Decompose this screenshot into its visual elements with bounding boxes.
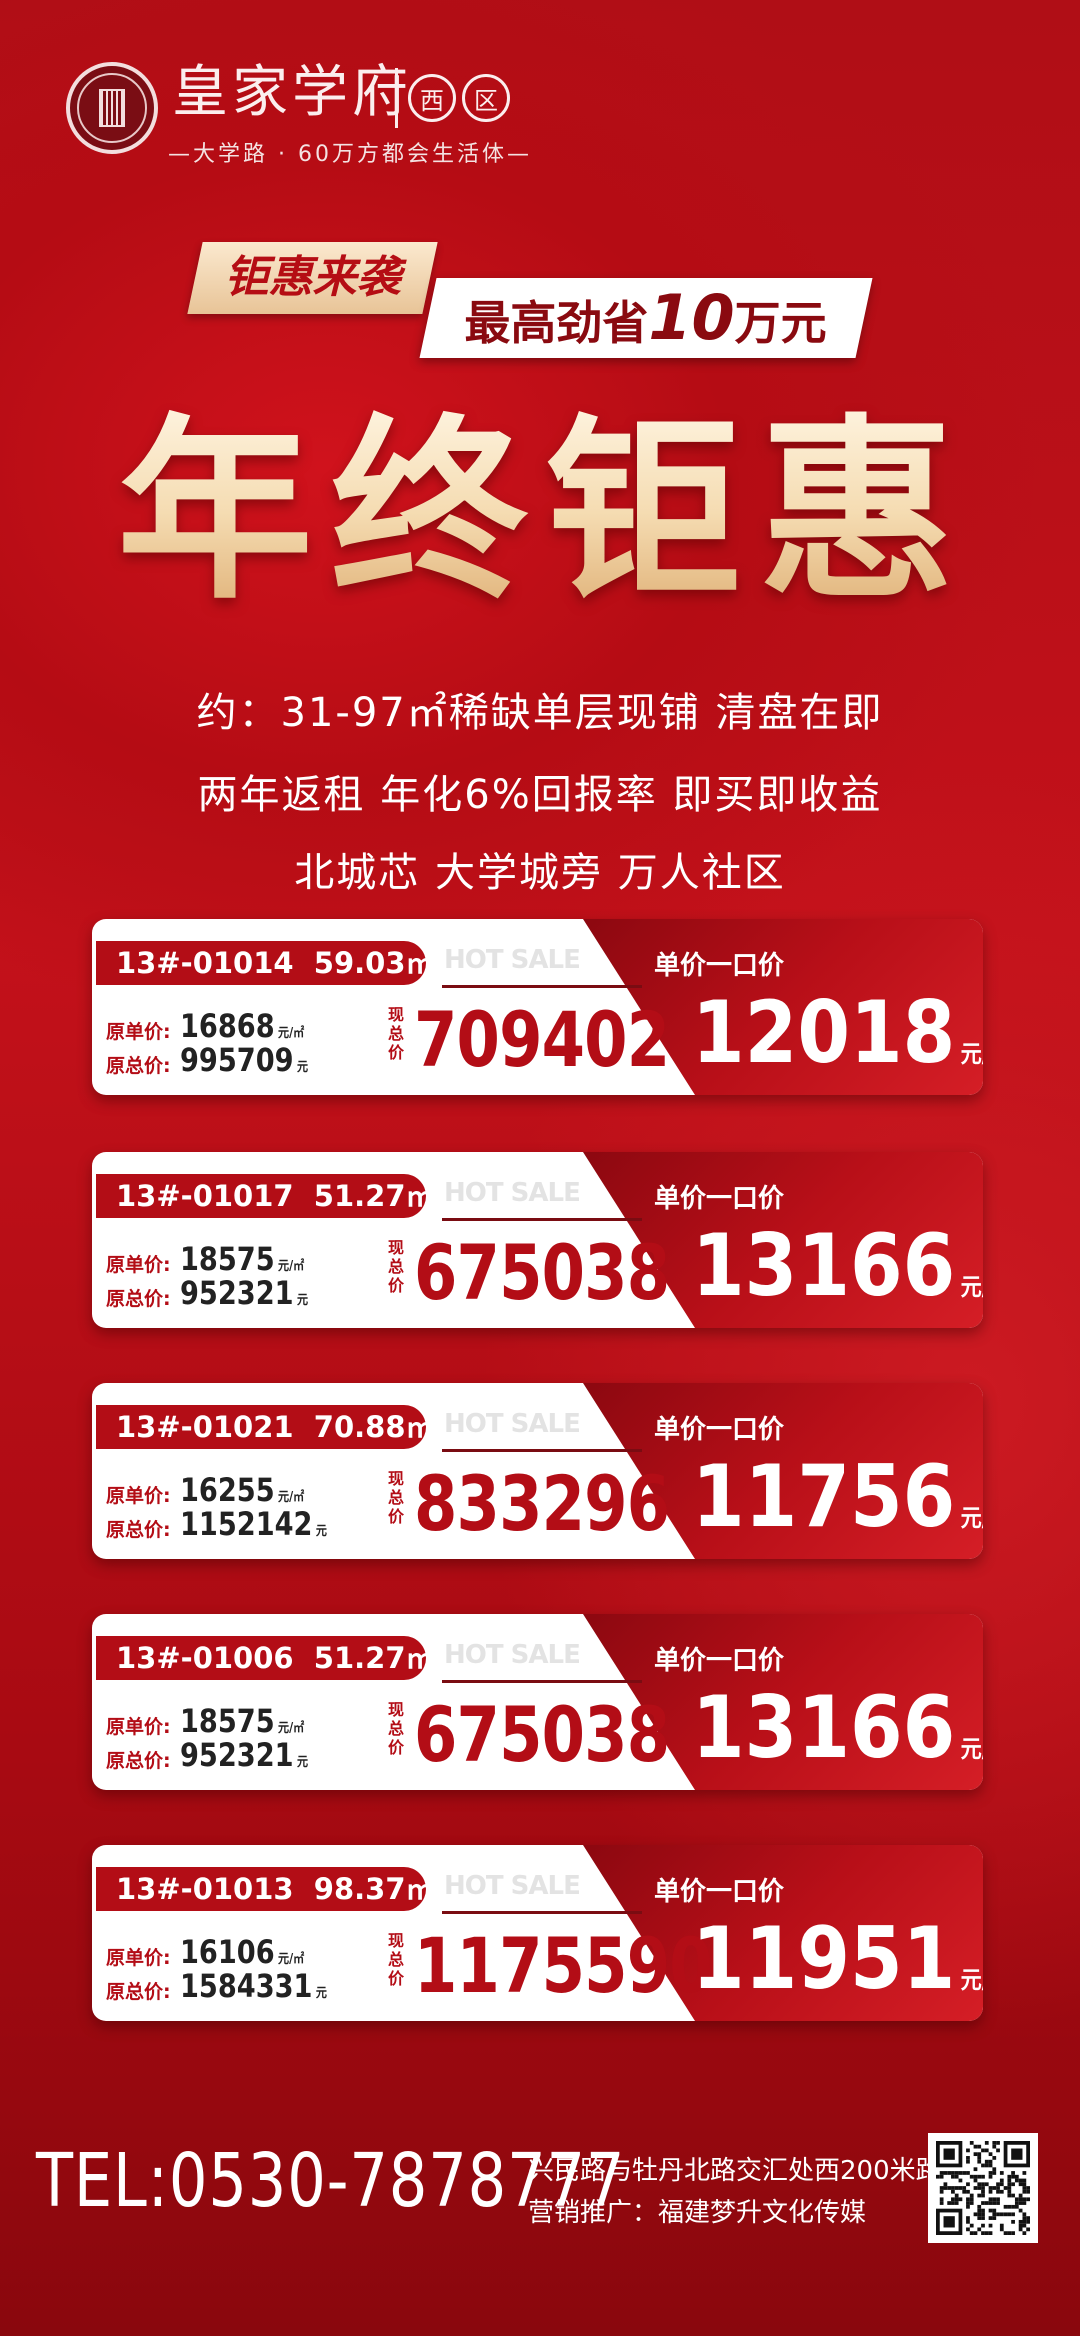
brand-name: 皇家学府	[172, 60, 412, 125]
feature-line-2: 两年返租 年化6%回报率 即买即收益	[197, 772, 883, 818]
orig-total-label: 原总价:	[106, 1055, 171, 1077]
unit-tag: 13#-01013 98.37㎡	[96, 1867, 435, 1911]
divider	[442, 985, 642, 988]
listing-card[interactable]: 13#-01017 51.27㎡ HOT SALE 原单价: 18575 元/㎡ …	[92, 1152, 983, 1328]
now-total: 1175590	[414, 1921, 713, 2010]
building-icon	[99, 89, 125, 127]
divider	[442, 1218, 642, 1221]
logo-emblem	[66, 62, 158, 154]
hot-sale-label: HOT SALE	[444, 1871, 581, 1901]
feature-line-3: 北城芯 大学城旁 万人社区	[294, 850, 786, 896]
listing-card[interactable]: 13#-01006 51.27㎡ HOT SALE 原单价: 18575 元/㎡ …	[92, 1614, 983, 1790]
unit-tag: 13#-01006 51.27㎡	[96, 1636, 435, 1680]
orig-unit-label: 原单价:	[106, 1254, 171, 1276]
slogan: —大学路 · 60万方都会生活体—	[168, 142, 532, 167]
price-label: 单价一口价	[654, 1415, 785, 1445]
divider	[442, 1680, 642, 1683]
orig-total-label: 原总价:	[106, 1981, 171, 2003]
orig-total: 952321 元	[180, 1736, 309, 1774]
price-label: 单价一口价	[654, 1877, 785, 1907]
seal-district: 区	[462, 74, 510, 122]
orig-unit-label: 原单价:	[106, 1021, 171, 1043]
now-total-label: 现总价	[388, 1238, 405, 1295]
now-total-label: 现总价	[388, 1005, 405, 1062]
orig-unit-price: 16106 元/㎡	[180, 1933, 305, 1971]
feature-line-1: 约：31-97㎡稀缺单层现铺 清盘在即	[196, 690, 884, 736]
promo-headline: 最高劲省10万元	[419, 278, 873, 358]
listing-card[interactable]: 13#-01013 98.37㎡ HOT SALE 原单价: 16106 元/㎡ …	[92, 1845, 983, 2021]
address: 兴民路与牡丹北路交汇处西200米路北	[528, 2156, 968, 2186]
orig-unit-label: 原单价:	[106, 1716, 171, 1738]
orig-total-label: 原总价:	[106, 1519, 171, 1541]
promo-tag: 钜惠来袭	[187, 242, 438, 314]
now-total: 675038	[414, 1228, 670, 1317]
orig-unit-label: 原单价:	[106, 1485, 171, 1507]
orig-unit-price: 16868 元/㎡	[180, 1007, 305, 1045]
now-total-label: 现总价	[388, 1931, 405, 1988]
seal-west: 西	[408, 74, 456, 122]
orig-total: 1584331 元	[180, 1967, 327, 2005]
orig-total-label: 原总价:	[106, 1288, 171, 1310]
divider	[442, 1449, 642, 1452]
listing-card[interactable]: 13#-01014 59.03㎡ HOT SALE 原单价: 16868 元/㎡ …	[92, 919, 983, 1095]
now-total: 833296	[414, 1459, 670, 1548]
qr-code[interactable]	[928, 2133, 1038, 2243]
divider	[395, 68, 398, 128]
divider	[442, 1911, 642, 1914]
unit-tag: 13#-01021 70.88㎡	[96, 1405, 435, 1449]
price-label: 单价一口价	[654, 951, 785, 981]
unit-tag: 13#-01017 51.27㎡	[96, 1174, 435, 1218]
hot-sale-label: HOT SALE	[444, 1409, 581, 1439]
price-label: 单价一口价	[654, 1646, 785, 1676]
hot-sale-label: HOT SALE	[444, 945, 581, 975]
now-total: 709402	[414, 995, 670, 1084]
now-total-label: 现总价	[388, 1469, 405, 1526]
main-title: 年终钜惠	[90, 392, 1000, 632]
orig-unit-price: 16255 元/㎡	[180, 1471, 305, 1509]
unit-tag: 13#-01014 59.03㎡	[96, 941, 435, 985]
hot-sale-label: HOT SALE	[444, 1640, 581, 1670]
orig-unit-label: 原单价:	[106, 1947, 171, 1969]
orig-unit-price: 18575 元/㎡	[180, 1240, 305, 1278]
hot-sale-label: HOT SALE	[444, 1178, 581, 1208]
price-label: 单价一口价	[654, 1184, 785, 1214]
now-total-label: 现总价	[388, 1700, 405, 1757]
orig-total: 1152142 元	[180, 1505, 327, 1543]
phone-number[interactable]: TEL:0530-7878777	[36, 2138, 626, 2224]
now-total: 675038	[414, 1690, 670, 1779]
promoter: 营销推广：福建梦升文化传媒	[528, 2198, 867, 2228]
orig-total: 995709 元	[180, 1041, 309, 1079]
qr-code-icon	[936, 2141, 1030, 2235]
orig-total: 952321 元	[180, 1274, 309, 1312]
listing-card[interactable]: 13#-01021 70.88㎡ HOT SALE 原单价: 16255 元/㎡ …	[92, 1383, 983, 1559]
orig-unit-price: 18575 元/㎡	[180, 1702, 305, 1740]
orig-total-label: 原总价:	[106, 1750, 171, 1772]
